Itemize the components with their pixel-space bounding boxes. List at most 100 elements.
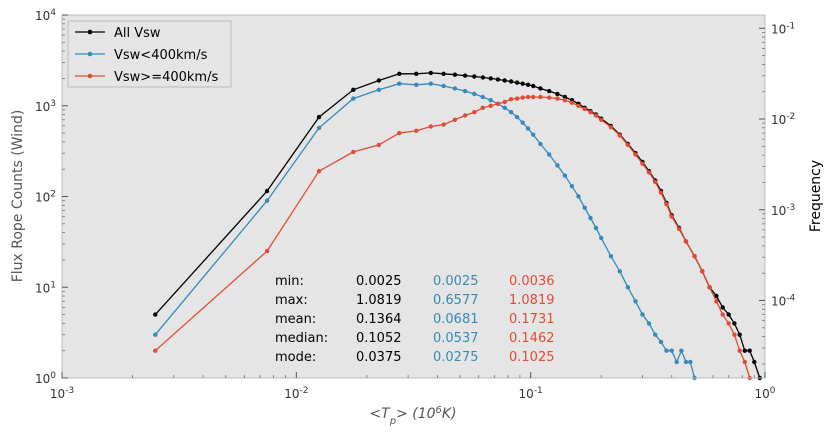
stat-all-mode: 0.0375 xyxy=(356,350,402,365)
data-point xyxy=(495,101,501,107)
data-point xyxy=(646,321,652,326)
series-line-low xyxy=(154,83,696,379)
data-point xyxy=(472,74,477,79)
data-point xyxy=(555,91,560,97)
data-point xyxy=(720,305,725,310)
data-point xyxy=(538,94,543,100)
data-point xyxy=(562,98,568,103)
data-point xyxy=(502,99,507,105)
data-point xyxy=(538,141,543,147)
y-tick-label: 103 xyxy=(35,99,56,114)
data-point xyxy=(608,254,614,259)
stat-low-mode: 0.0275 xyxy=(433,350,479,365)
y-tick-label: 104 xyxy=(35,8,56,23)
data-point xyxy=(569,100,575,105)
data-point xyxy=(508,79,514,84)
y-axis-title: Flux Rope Counts (Wind) xyxy=(10,110,26,283)
stat-high-mode: 0.1025 xyxy=(509,350,555,365)
data-point xyxy=(683,239,689,244)
data-point xyxy=(747,348,752,353)
data-point xyxy=(153,312,158,317)
legend-item-all: All Vsw xyxy=(75,26,161,41)
x-tick-label: 10-2 xyxy=(284,386,308,401)
stats-table: min: max: mean: median: mode: 0.0025 1.0… xyxy=(275,274,555,365)
y2-axis-title: Frequency xyxy=(808,160,824,232)
axis-layer: 10-3 10-2 10-1 100 100 101 102 103 104 10-4 10-3 10… xyxy=(35,8,796,401)
data-point xyxy=(495,77,501,82)
data-point xyxy=(441,83,446,89)
data-point xyxy=(428,70,433,76)
data-point xyxy=(658,190,664,195)
data-point xyxy=(480,94,485,100)
stat-all-mean: 0.1364 xyxy=(356,312,402,327)
data-point xyxy=(520,95,525,100)
stat-high-median: 0.1462 xyxy=(509,331,555,346)
data-point xyxy=(525,126,531,131)
data-point xyxy=(351,96,356,101)
data-point xyxy=(582,205,587,210)
data-point xyxy=(676,226,682,232)
data-point xyxy=(525,82,531,88)
x-axis-title: <Tp> (106K) xyxy=(369,405,456,427)
data-point xyxy=(593,225,599,231)
data-point xyxy=(569,184,575,189)
data-point xyxy=(376,78,382,83)
series-layer xyxy=(153,70,762,381)
data-point xyxy=(462,73,468,78)
legend-label-all: All Vsw xyxy=(114,26,161,41)
stat-high-max: 1.0819 xyxy=(509,293,555,308)
data-point xyxy=(547,152,552,157)
data-point xyxy=(599,117,604,123)
data-point xyxy=(700,269,705,274)
data-point xyxy=(669,348,674,353)
y-tick-label: 100 xyxy=(35,371,56,386)
data-point xyxy=(707,285,712,290)
data-point xyxy=(653,332,658,337)
data-point xyxy=(397,81,402,86)
data-point xyxy=(462,113,468,118)
data-point xyxy=(625,142,631,148)
stat-all-median: 0.1052 xyxy=(356,331,402,346)
data-point xyxy=(555,96,560,101)
data-point xyxy=(732,321,737,326)
data-point xyxy=(593,113,599,118)
data-point xyxy=(640,312,645,317)
data-point xyxy=(538,86,543,91)
data-point xyxy=(514,80,520,85)
data-point xyxy=(441,71,446,77)
data-point xyxy=(692,254,697,259)
y2-tick-label: 10-3 xyxy=(771,203,795,218)
data-point xyxy=(599,235,604,241)
data-point xyxy=(452,117,458,123)
data-point xyxy=(428,124,433,129)
data-point xyxy=(582,106,587,112)
data-point xyxy=(264,198,270,203)
data-point xyxy=(502,78,507,83)
data-point xyxy=(514,114,520,120)
data-point xyxy=(688,359,693,365)
data-point xyxy=(351,149,356,155)
stat-all-max: 1.0819 xyxy=(356,293,402,308)
stat-all-min: 0.0025 xyxy=(356,274,402,289)
data-point xyxy=(625,285,631,290)
data-point xyxy=(472,91,477,97)
data-point xyxy=(520,120,525,125)
data-point xyxy=(531,132,536,137)
data-point xyxy=(514,96,520,101)
data-point xyxy=(737,348,742,353)
data-point xyxy=(562,173,568,178)
data-point xyxy=(714,299,719,304)
data-point xyxy=(472,110,477,115)
data-point xyxy=(555,163,560,168)
data-point xyxy=(679,348,684,353)
stat-label-min: min: xyxy=(275,274,304,289)
data-point xyxy=(720,312,725,317)
data-point xyxy=(576,103,581,109)
x-tick-label: 10-1 xyxy=(519,386,543,401)
data-point xyxy=(153,348,158,353)
data-point xyxy=(264,188,270,194)
data-point xyxy=(669,214,674,219)
data-point xyxy=(351,87,356,93)
data-point xyxy=(414,82,419,88)
